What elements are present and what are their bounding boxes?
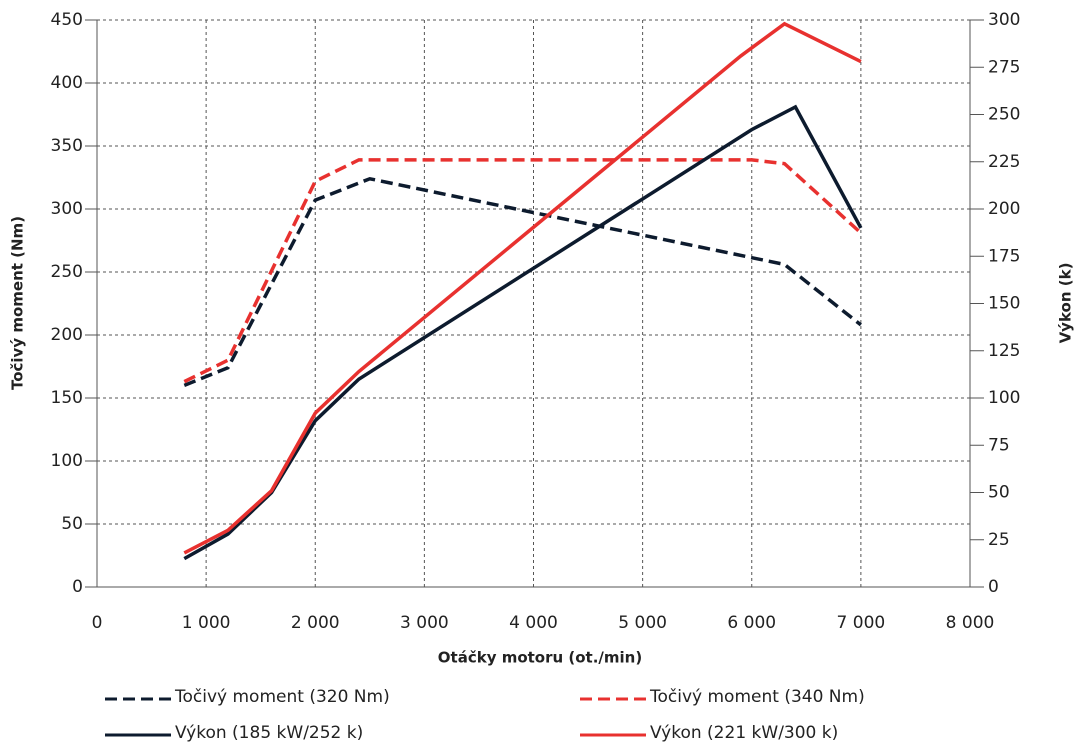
legend-label: Výkon (221 kW/300 k) <box>650 723 838 742</box>
y2-axis-title: Výkon (k) <box>1057 263 1075 344</box>
y-tick-label: 50 <box>61 514 83 534</box>
y-tick-label: 100 <box>51 451 83 471</box>
x-tick-label: 4 000 <box>509 613 558 633</box>
y-tick-label: 250 <box>51 262 83 282</box>
legend-label: Točivý moment (340 Nm) <box>649 687 865 707</box>
y-tick-label: 200 <box>51 325 83 345</box>
y2-tick-label: 200 <box>988 199 1020 219</box>
x-tick-label: 1 000 <box>182 613 231 633</box>
y-tick-label: 400 <box>51 73 83 93</box>
y2-tick-label: 275 <box>988 57 1020 77</box>
y2-tick-label: 225 <box>988 152 1020 172</box>
series-line <box>183 176 862 388</box>
x-tick-label: 6 000 <box>727 613 776 633</box>
y2-tick-label: 150 <box>988 294 1020 314</box>
y-tick-label: 450 <box>51 10 83 30</box>
x-tick-label: 8 000 <box>946 613 995 633</box>
series-line <box>183 21 862 555</box>
x-tick-label: 0 <box>92 613 103 633</box>
y2-tick-label: 0 <box>988 577 999 597</box>
x-tick-label: 5 000 <box>618 613 667 633</box>
series-line <box>183 104 863 561</box>
y-tick-label: 150 <box>51 388 83 408</box>
y-axis-title: Točivý moment (Nm) <box>9 216 27 390</box>
y2-tick-label: 125 <box>988 341 1020 361</box>
y-tick-label: 350 <box>51 136 83 156</box>
x-tick-label: 7 000 <box>837 613 886 633</box>
x-tick-label: 3 000 <box>400 613 449 633</box>
y2-tick-label: 250 <box>988 105 1020 125</box>
y2-tick-label: 100 <box>988 388 1020 408</box>
y2-tick-label: 25 <box>988 530 1010 550</box>
x-axis-title: Otáčky motoru (ot./min) <box>438 649 642 667</box>
y2-tick-label: 75 <box>988 435 1010 455</box>
legend-label: Točivý moment (320 Nm) <box>174 687 390 707</box>
legend-label: Výkon (185 kW/252 k) <box>175 723 363 742</box>
y2-tick-label: 175 <box>988 246 1020 266</box>
y2-tick-label: 300 <box>988 10 1020 30</box>
x-tick-label: 2 000 <box>291 613 340 633</box>
series-line <box>183 158 863 384</box>
y2-tick-label: 50 <box>988 483 1010 503</box>
y-tick-label: 300 <box>51 199 83 219</box>
y-tick-label: 0 <box>72 577 83 597</box>
